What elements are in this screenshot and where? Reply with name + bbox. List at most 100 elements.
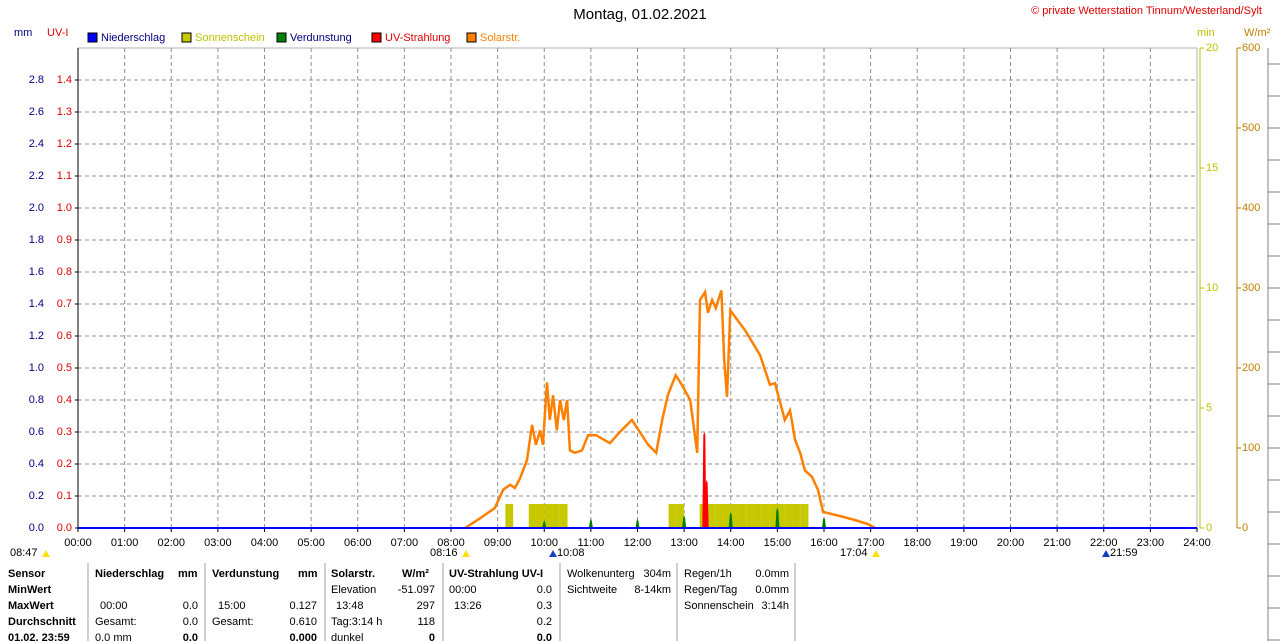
sunshine-bar (769, 504, 778, 528)
x-tick-label: 00:00 (64, 537, 92, 549)
time-marker: 10:08 (557, 547, 585, 559)
y2-tick-label: 0.5 (57, 362, 72, 374)
stat-value: 0.610 (289, 616, 317, 628)
x-tick-label: 18:00 (903, 537, 931, 549)
group-header: UV-Strahlung UV-I (449, 568, 543, 580)
row-label: MaxWert (8, 600, 54, 612)
stat-value: 0.127 (289, 600, 317, 612)
y2-tick-label: 1.2 (57, 138, 72, 150)
y4-tick-label: 500 (1242, 122, 1260, 134)
sunshine-bar (722, 504, 731, 528)
rain-value: 3:14h (761, 600, 789, 612)
marker-icon (872, 550, 880, 557)
y2-axis-label: UV-I (47, 27, 68, 39)
time-marker: 08:47 (10, 547, 38, 559)
stat-label: Gesamt: (212, 616, 254, 628)
y-tick-label: 1.4 (29, 298, 44, 310)
sunshine-bar (559, 504, 568, 528)
stat-value: 0.0 (183, 616, 198, 628)
y4-tick-label: 400 (1242, 202, 1260, 214)
group-header: Solarstr. (331, 568, 375, 580)
sunshine-bar (536, 504, 545, 528)
weather-label: Wolkenunterg (567, 568, 635, 580)
x-tick-label: 11:00 (578, 537, 605, 549)
stat-label: Gesamt: (95, 616, 137, 628)
stat-label: 13:26 (454, 600, 482, 612)
time-marker: 08:16 (430, 547, 458, 559)
y3-axis-label: min (1197, 27, 1215, 39)
x-tick-label: 15:00 (764, 537, 792, 549)
spike (635, 518, 640, 528)
chart-title: Montag, 01.02.2021 (573, 6, 706, 23)
y2-tick-label: 0.7 (57, 298, 72, 310)
legend-swatch (466, 32, 477, 43)
stat-value: 0.0 (537, 632, 552, 641)
group-unit: W/m² (402, 568, 429, 580)
y2-tick-label: 0.0 (57, 522, 72, 534)
series-line (464, 288, 876, 530)
x-tick-label: 09:00 (484, 537, 512, 549)
y2-tick-label: 1.3 (57, 106, 72, 118)
y3-tick-label: 15 (1206, 162, 1218, 174)
sunshine-bar (746, 504, 755, 528)
y-tick-label: 0.6 (29, 426, 44, 438)
y-tick-label: 1.0 (29, 362, 44, 374)
legend-swatch (276, 32, 287, 43)
group-unit: mm (298, 568, 318, 580)
y2-tick-label: 0.8 (57, 266, 72, 278)
rain-value: 0.0mm (755, 584, 789, 596)
group-header: Verdunstung (212, 568, 279, 580)
y2-tick-label: 0.3 (57, 426, 72, 438)
spike (728, 512, 733, 528)
y-tick-label: 2.4 (29, 138, 44, 150)
stat-label: 15:00 (218, 600, 246, 612)
row-label: Durchschnitt (8, 616, 76, 628)
y3-tick-label: 5 (1206, 402, 1212, 414)
sunshine-bar (552, 504, 560, 528)
x-tick-label: 08:00 (437, 537, 465, 549)
x-tick-label: 12:00 (624, 537, 652, 549)
sunshine-bar (730, 504, 739, 528)
y-tick-label: 0.8 (29, 394, 44, 406)
x-tick-label: 23:00 (1137, 537, 1165, 549)
sunshine-bar (785, 504, 793, 528)
y4-tick-label: 200 (1242, 362, 1260, 374)
legend-label: Sonnenschein (195, 32, 265, 44)
spike (1008, 524, 1013, 528)
spike (682, 515, 687, 528)
spike (704, 480, 709, 528)
x-tick-label: 06:00 (344, 537, 372, 549)
x-tick-label: 10:00 (530, 537, 558, 549)
legend-swatch (87, 32, 98, 43)
spike (822, 516, 826, 528)
stat-label: dunkel (331, 632, 363, 641)
y-tick-label: 0.2 (29, 490, 44, 502)
row-label: Sensor (8, 568, 46, 580)
y-tick-label: 2.0 (29, 202, 44, 214)
legend-label: Niederschlag (101, 32, 165, 44)
group-header: Niederschlag (95, 568, 164, 580)
sunshine-bar (800, 504, 809, 528)
stat-label: Elevation (331, 584, 376, 596)
sunshine-bar (777, 504, 786, 528)
y-tick-label: 0.0 (29, 522, 44, 534)
x-tick-label: 21:00 (1043, 537, 1071, 549)
x-tick-label: 03:00 (204, 537, 232, 549)
stat-value: 0.0 (183, 600, 198, 612)
y-tick-label: 2.8 (29, 74, 44, 86)
x-tick-label: 13:00 (670, 537, 698, 549)
y-tick-label: 0.4 (29, 458, 44, 470)
stat-value: 0.000 (289, 632, 317, 641)
y-tick-label: 2.6 (29, 106, 44, 118)
x-tick-label: 07:00 (391, 537, 419, 549)
y4-axis-label: W/m² (1244, 27, 1271, 39)
row-label: 01.02. 23:59 (8, 632, 70, 641)
sunshine-bar (761, 504, 770, 528)
sunshine-bar (738, 504, 747, 528)
x-tick-label: 20:00 (997, 537, 1025, 549)
sunshine-bar (505, 504, 514, 528)
y2-tick-label: 1.4 (57, 74, 72, 86)
y-tick-label: 2.2 (29, 170, 44, 182)
y-tick-label: 1.8 (29, 234, 44, 246)
sunshine-bar (676, 504, 685, 528)
